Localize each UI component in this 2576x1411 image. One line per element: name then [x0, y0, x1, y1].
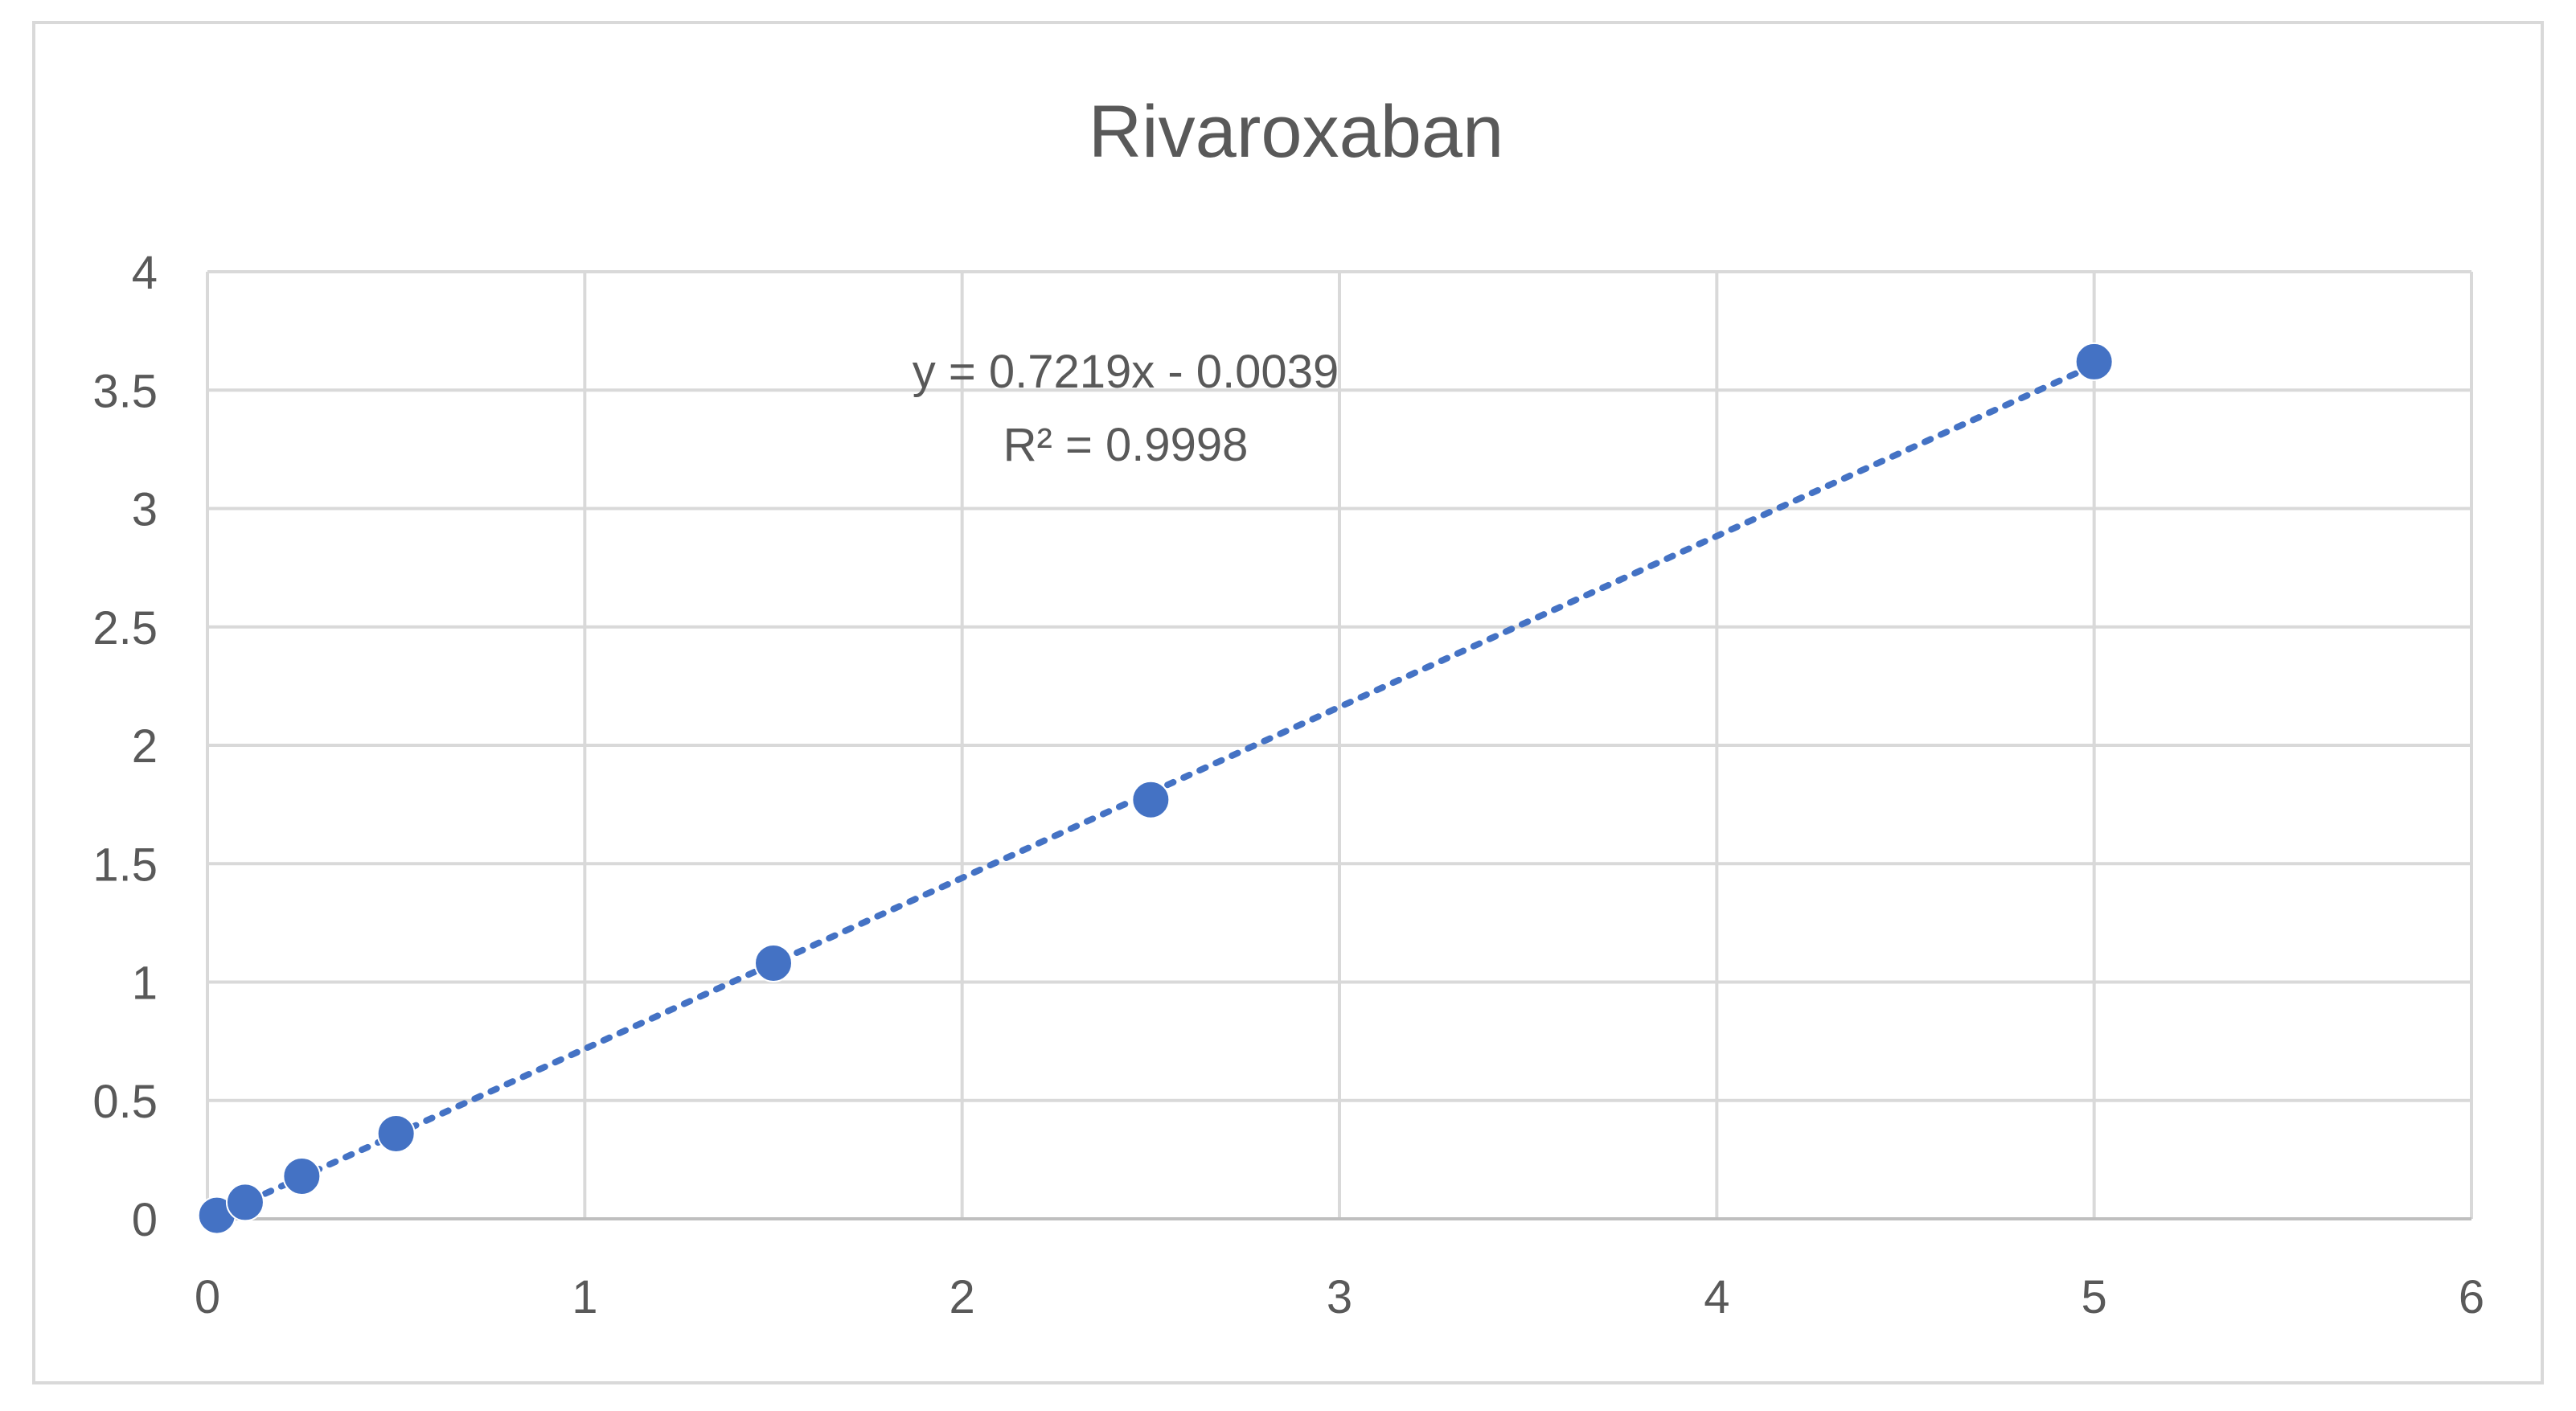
- tick-labels: 0 0.5 1 1.5 2 2.5 3 3.5 4 0 1 2 3 4 5 6: [92, 247, 2484, 1323]
- x-tick-label-1: 1: [572, 1271, 597, 1323]
- data-point-4: [754, 943, 793, 982]
- y-tick-label-3: 1.5: [92, 839, 158, 891]
- data-point-2: [282, 1156, 322, 1196]
- y-tick-label-8: 4: [132, 247, 158, 299]
- x-tick-label-0: 0: [195, 1271, 220, 1323]
- x-tick-label-2: 2: [950, 1271, 975, 1323]
- data-point-1: [225, 1183, 265, 1222]
- y-tick-label-0: 0: [132, 1194, 158, 1246]
- y-tick-label-5: 2.5: [92, 602, 158, 654]
- chart-title: Rivaroxaban: [1089, 91, 1504, 173]
- trendline-equation: y = 0.7219x - 0.0039: [913, 346, 1339, 398]
- data-point-5: [1131, 780, 1171, 819]
- trendline-r-squared: R² = 0.9998: [1003, 419, 1249, 471]
- x-tick-label-5: 5: [2082, 1271, 2107, 1323]
- y-tick-label-1: 0.5: [92, 1076, 158, 1128]
- data-point-6: [2074, 342, 2114, 381]
- y-tick-label-6: 3: [132, 484, 158, 536]
- x-tick-label-3: 3: [1327, 1271, 1352, 1323]
- x-tick-label-6: 6: [2459, 1271, 2484, 1323]
- x-tick-label-4: 4: [1704, 1271, 1729, 1323]
- data-points: [197, 342, 2114, 1235]
- y-tick-label-7: 3.5: [92, 365, 158, 417]
- chart-border: [32, 21, 2544, 1384]
- y-tick-label-2: 1: [132, 958, 158, 1010]
- y-tick-label-4: 2: [132, 720, 158, 773]
- data-point-3: [376, 1114, 416, 1153]
- grid-lines: [206, 270, 2473, 1219]
